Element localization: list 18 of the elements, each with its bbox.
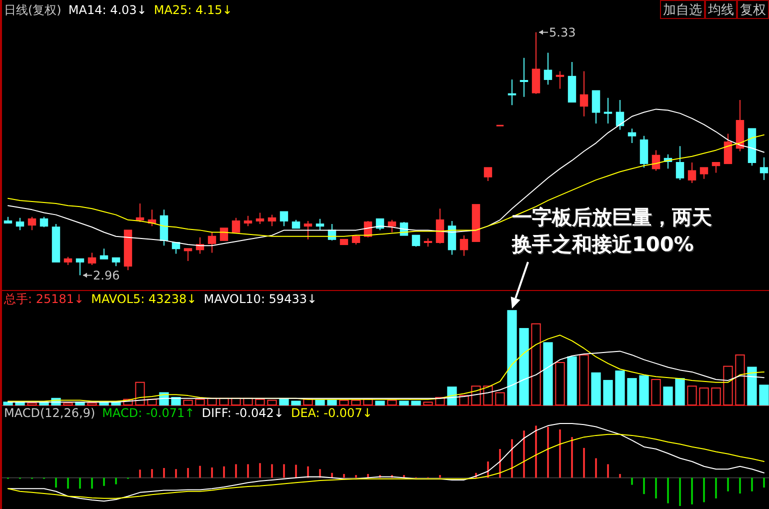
chart-title: 日线(复权) <box>4 3 62 17</box>
annotation: 5.33 <box>549 25 576 40</box>
text: DIFF: -0.042↓ <box>202 406 284 420</box>
chart-title: MACD(12,26,9) <box>4 406 96 420</box>
text: MA14: 4.03↓ <box>68 3 147 17</box>
button: 均线 <box>705 0 737 19</box>
text: MAVOL5: 43238↓ <box>91 292 197 306</box>
annotation: 一字板后放巨量，两天换手之和接近100% <box>512 204 713 258</box>
button: 复权 <box>737 0 769 19</box>
text: DEA: -0.007↓ <box>290 406 372 420</box>
price-note: 5.33 <box>538 25 576 40</box>
button: 加自选 <box>660 0 705 19</box>
text: 总手: 25181↓ <box>3 292 84 306</box>
text: MACD: -0.071↑ <box>102 406 195 420</box>
text: MA25: 4.15↓ <box>154 3 232 17</box>
annotation: 2.96 <box>93 268 120 282</box>
price-note: 2.96 <box>82 268 120 282</box>
text: MAVOL10: 59433↓ <box>204 292 318 306</box>
